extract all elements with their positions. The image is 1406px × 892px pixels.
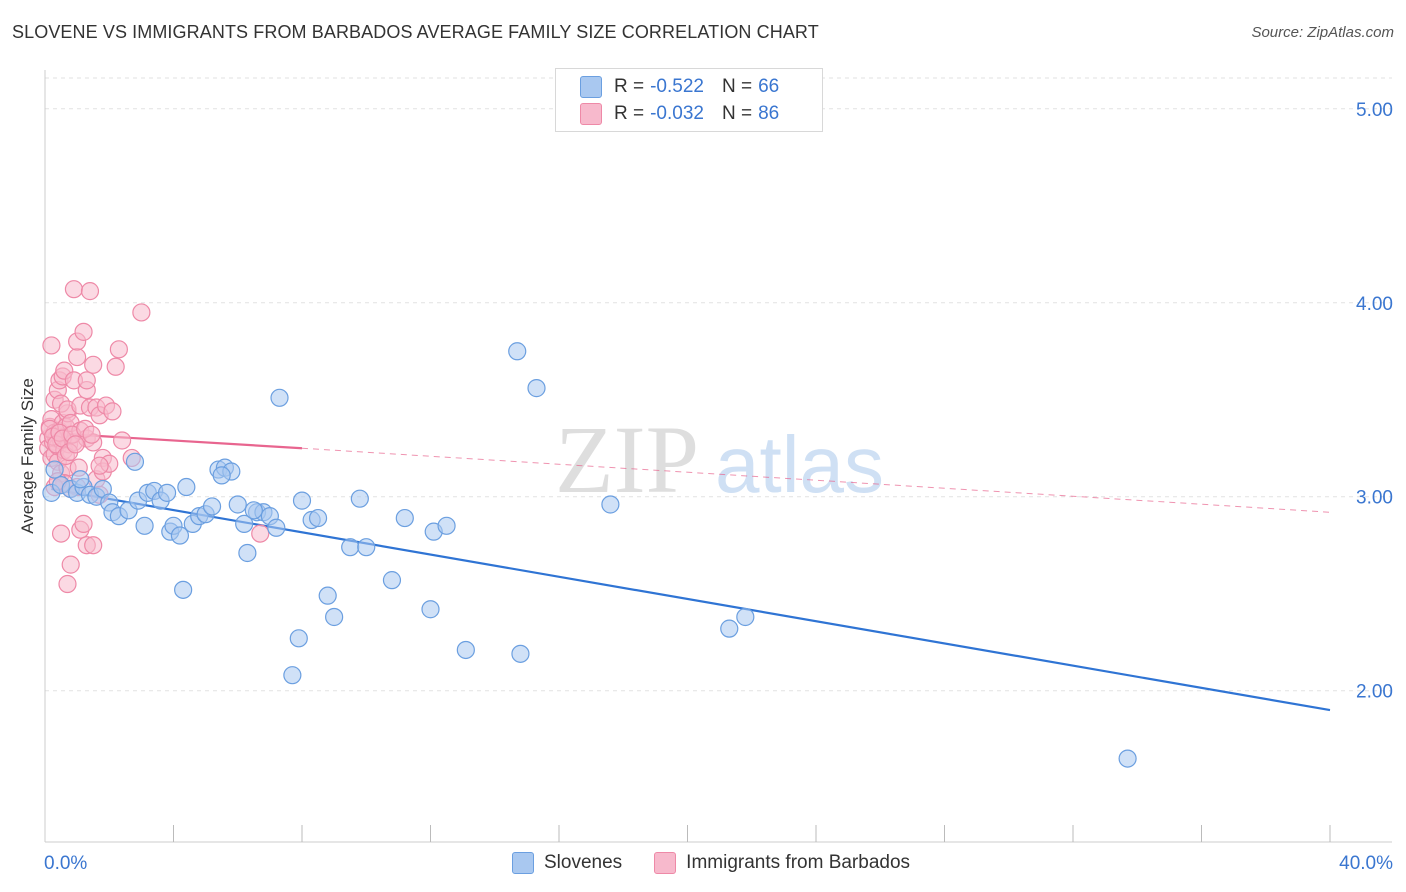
chart-title: SLOVENE VS IMMIGRANTS FROM BARBADOS AVER… — [12, 22, 819, 42]
legend-label-barbados: Immigrants from Barbados — [686, 852, 911, 873]
point-slovenes — [289, 629, 308, 648]
point-barbados — [80, 282, 100, 301]
point-barbados — [66, 435, 85, 454]
legend-n-value: 66 — [758, 76, 780, 97]
point-slovenes — [238, 543, 257, 563]
point-barbados — [132, 303, 151, 322]
legend-swatch-pink — [580, 103, 602, 125]
point-slovenes — [212, 466, 231, 485]
point-barbados — [82, 425, 101, 444]
legend-row-barbados: R = -0.032 N = 86 — [580, 102, 779, 126]
point-slovenes — [177, 477, 196, 497]
point-slovenes — [456, 640, 475, 660]
legend-swatch-blue — [512, 852, 534, 874]
source-label: Source: ZipAtlas.com — [1251, 24, 1394, 41]
legend-swatch-pink — [654, 852, 677, 874]
point-barbados — [251, 524, 270, 543]
series-legend: Slovenes Immigrants from Barbados — [512, 852, 942, 874]
point-barbados — [61, 555, 80, 574]
point-barbados — [103, 402, 122, 421]
point-slovenes — [202, 497, 222, 516]
point-barbados — [84, 355, 103, 374]
legend-r-label: R = — [614, 103, 645, 124]
x-tick-label: 0.0% — [44, 853, 87, 874]
point-slovenes — [235, 514, 254, 533]
point-slovenes — [174, 580, 193, 599]
x-tick-label: 40.0% — [1339, 853, 1393, 874]
legend-item-barbados[interactable]: Immigrants from Barbados — [654, 852, 910, 874]
point-slovenes — [1118, 749, 1137, 768]
point-barbados — [77, 371, 96, 390]
point-slovenes — [135, 516, 154, 535]
point-slovenes — [395, 508, 414, 528]
point-slovenes — [283, 666, 302, 685]
legend-swatch-blue — [580, 76, 602, 98]
legend-row-slovenes: R = -0.522 N = 66 — [580, 75, 779, 99]
point-slovenes — [720, 619, 739, 638]
point-slovenes — [125, 452, 145, 471]
point-slovenes — [736, 607, 755, 627]
point-barbados — [64, 280, 84, 299]
point-slovenes — [244, 501, 263, 520]
point-slovenes — [267, 518, 286, 537]
tick-labels: 2.00 3.00 4.00 5.00 0.0% 40.0% — [44, 100, 1393, 874]
point-slovenes — [421, 600, 440, 619]
legend-n-label: N = — [721, 103, 753, 124]
point-slovenes — [270, 388, 289, 407]
point-slovenes — [601, 495, 620, 514]
point-slovenes — [357, 538, 376, 557]
y-tick-label: 2.00 — [1356, 682, 1393, 703]
point-barbados — [90, 456, 109, 475]
trend-line-barbados-extension — [301, 447, 1331, 513]
point-slovenes — [45, 460, 64, 479]
gridlines — [45, 77, 1392, 692]
point-barbados — [42, 336, 61, 355]
point-barbados — [74, 322, 93, 341]
stats-legend: R = -0.522 N = 66 R = -0.032 N = 86 — [555, 68, 823, 132]
point-barbados — [58, 574, 77, 594]
point-barbados — [106, 357, 125, 376]
point-slovenes — [437, 516, 456, 535]
legend-n-label: N = — [721, 76, 753, 97]
point-slovenes — [325, 607, 344, 627]
point-slovenes — [170, 526, 190, 545]
point-slovenes — [71, 470, 90, 489]
legend-n-value: 86 — [758, 103, 780, 124]
point-barbados — [109, 340, 128, 359]
point-slovenes — [382, 571, 402, 590]
point-slovenes — [292, 491, 312, 510]
y-tick-label: 4.00 — [1356, 294, 1393, 315]
point-barbados — [74, 514, 93, 533]
legend-item-slovenes[interactable]: Slovenes — [512, 852, 622, 874]
point-slovenes — [508, 342, 527, 361]
watermark-atlas: atlas — [715, 420, 884, 509]
point-slovenes — [318, 586, 337, 605]
point-slovenes — [157, 483, 177, 502]
y-tick-label: 5.00 — [1356, 100, 1393, 121]
point-barbados — [68, 347, 87, 367]
point-slovenes — [511, 644, 530, 663]
point-slovenes — [308, 508, 328, 528]
y-tick-label: 3.00 — [1356, 488, 1393, 509]
point-slovenes — [527, 379, 546, 398]
point-barbados — [51, 524, 71, 543]
point-barbados — [112, 431, 132, 450]
legend-r-value: -0.032 — [650, 103, 704, 124]
point-slovenes — [228, 495, 247, 514]
point-slovenes — [350, 489, 369, 508]
point-barbados — [84, 536, 103, 555]
watermark-zip: ZIP — [555, 406, 699, 513]
data-points — [39, 280, 1137, 768]
legend-r-value: -0.522 — [650, 76, 704, 97]
legend-label-slovenes: Slovenes — [544, 852, 623, 873]
point-slovenes — [341, 538, 360, 557]
legend-r-label: R = — [614, 76, 645, 97]
